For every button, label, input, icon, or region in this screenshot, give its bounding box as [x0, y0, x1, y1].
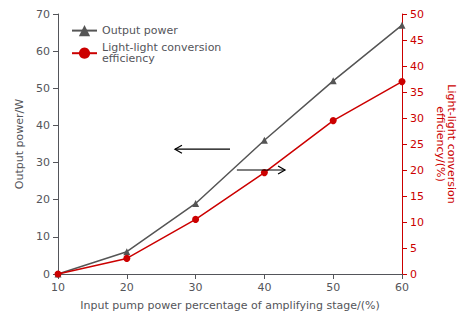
svg-text:70: 70 [36, 8, 50, 21]
svg-text:50: 50 [326, 281, 340, 294]
svg-text:50: 50 [410, 8, 424, 21]
svg-text:30: 30 [36, 156, 50, 169]
svg-text:50: 50 [36, 82, 50, 95]
svg-text:Light-light conversion: Light-light conversion [444, 84, 458, 204]
svg-text:10: 10 [51, 281, 65, 294]
svg-text:40: 40 [36, 119, 50, 132]
svg-text:0: 0 [410, 268, 417, 281]
svg-text:5: 5 [410, 242, 417, 255]
svg-text:0: 0 [43, 268, 50, 281]
svg-text:30: 30 [410, 112, 424, 125]
svg-text:15: 15 [410, 190, 424, 203]
svg-text:40: 40 [410, 60, 424, 73]
svg-text:60: 60 [395, 281, 409, 294]
svg-text:efficiency: efficiency [102, 52, 155, 65]
svg-text:10: 10 [36, 230, 50, 243]
svg-text:Light-light conversion: Light-light conversion [102, 41, 222, 55]
svg-text:20: 20 [36, 193, 50, 206]
svg-text:Output power: Output power [102, 24, 178, 37]
svg-text:20: 20 [120, 281, 134, 294]
svg-text:60: 60 [36, 45, 50, 58]
svg-text:20: 20 [410, 164, 424, 177]
svg-text:10: 10 [410, 216, 424, 229]
svg-text:40: 40 [257, 281, 271, 294]
svg-text:45: 45 [410, 34, 424, 47]
svg-text:Output power/W: Output power/W [13, 99, 26, 189]
svg-text:Input pump power percentage of: Input pump power percentage of amplifyin… [80, 299, 379, 312]
svg-text:efficiency/(%): efficiency/(%) [434, 106, 447, 182]
svg-text:30: 30 [189, 281, 203, 294]
svg-text:35: 35 [410, 86, 424, 99]
svg-text:25: 25 [410, 138, 424, 151]
